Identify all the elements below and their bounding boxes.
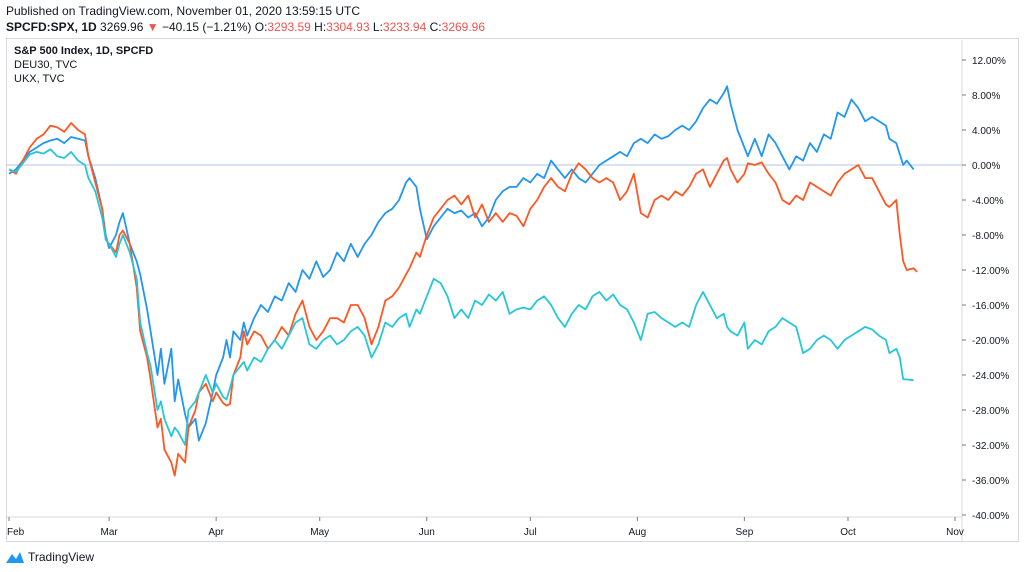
x-tick-label: Nov — [946, 527, 964, 538]
legend-ukx: UKX, TVC — [14, 73, 65, 85]
y-tick-label: -32.00% — [972, 441, 1009, 452]
series-line-spx[interactable] — [8, 85, 915, 442]
y-tick-label: -16.00% — [972, 301, 1009, 312]
price-change: −40.15 (−1.21%) — [162, 20, 252, 34]
x-tick-label: May — [310, 527, 329, 538]
published-note: Published on TradingView.com, November 0… — [6, 4, 360, 18]
x-tick-label: Oct — [840, 527, 856, 538]
y-tick-label: -12.00% — [972, 266, 1009, 277]
brand-name: TradingView — [28, 550, 95, 564]
y-tick-label: -20.00% — [972, 336, 1009, 347]
x-tick-label: Aug — [628, 527, 646, 538]
y-tick-label: -24.00% — [972, 371, 1009, 382]
last-price: 3269.96 — [100, 20, 144, 34]
footer: TradingView — [6, 549, 94, 565]
legend-deu30: DEU30, TVC — [14, 59, 78, 71]
y-tick-label: 0.00% — [972, 161, 1000, 172]
x-tick-label: Apr — [208, 527, 224, 538]
y-tick-label: -28.00% — [972, 406, 1009, 417]
y-tick-label: 4.00% — [972, 126, 1000, 137]
x-tick-label: Sep — [735, 527, 753, 538]
y-tick-label: -4.00% — [972, 196, 1004, 207]
series-line-deu30[interactable] — [8, 122, 918, 477]
high-label: H: — [314, 20, 327, 34]
tradingview-logo-icon — [6, 552, 24, 563]
change-down-icon: ▼ — [146, 20, 159, 34]
x-tick-label: Jun — [419, 527, 435, 538]
high-value: 3304.93 — [326, 20, 370, 34]
x-tick-label: Mar — [101, 527, 119, 538]
symbol-label: SPCFD:SPX, 1D — [6, 20, 97, 34]
open-value: 3293.59 — [267, 20, 311, 34]
x-tick-label: Feb — [7, 527, 25, 538]
close-value: 3269.96 — [441, 20, 486, 34]
y-tick-label: -40.00% — [972, 511, 1009, 522]
y-tick-label: -36.00% — [972, 476, 1009, 487]
open-label: O: — [254, 20, 268, 34]
series-line-ukx[interactable] — [8, 148, 914, 446]
chart-frame — [6, 38, 1019, 542]
ohlc-bar: SPCFD:SPX, 1D 3269.96 ▼ −40.15 (−1.21%) … — [6, 20, 485, 34]
legend-spx: S&P 500 Index, 1D, SPCFD — [14, 45, 154, 57]
low-label: L: — [372, 20, 383, 34]
x-tick-label: Jul — [524, 527, 537, 538]
y-tick-label: 8.00% — [972, 91, 1000, 102]
chart-legend: S&P 500 Index, 1D, SPCFD DEU30, TVC UKX,… — [14, 44, 153, 86]
y-tick-label: 12.00% — [972, 56, 1006, 67]
close-label: C: — [429, 20, 442, 34]
y-tick-label: -8.00% — [972, 231, 1004, 242]
low-value: 3233.94 — [382, 20, 427, 34]
